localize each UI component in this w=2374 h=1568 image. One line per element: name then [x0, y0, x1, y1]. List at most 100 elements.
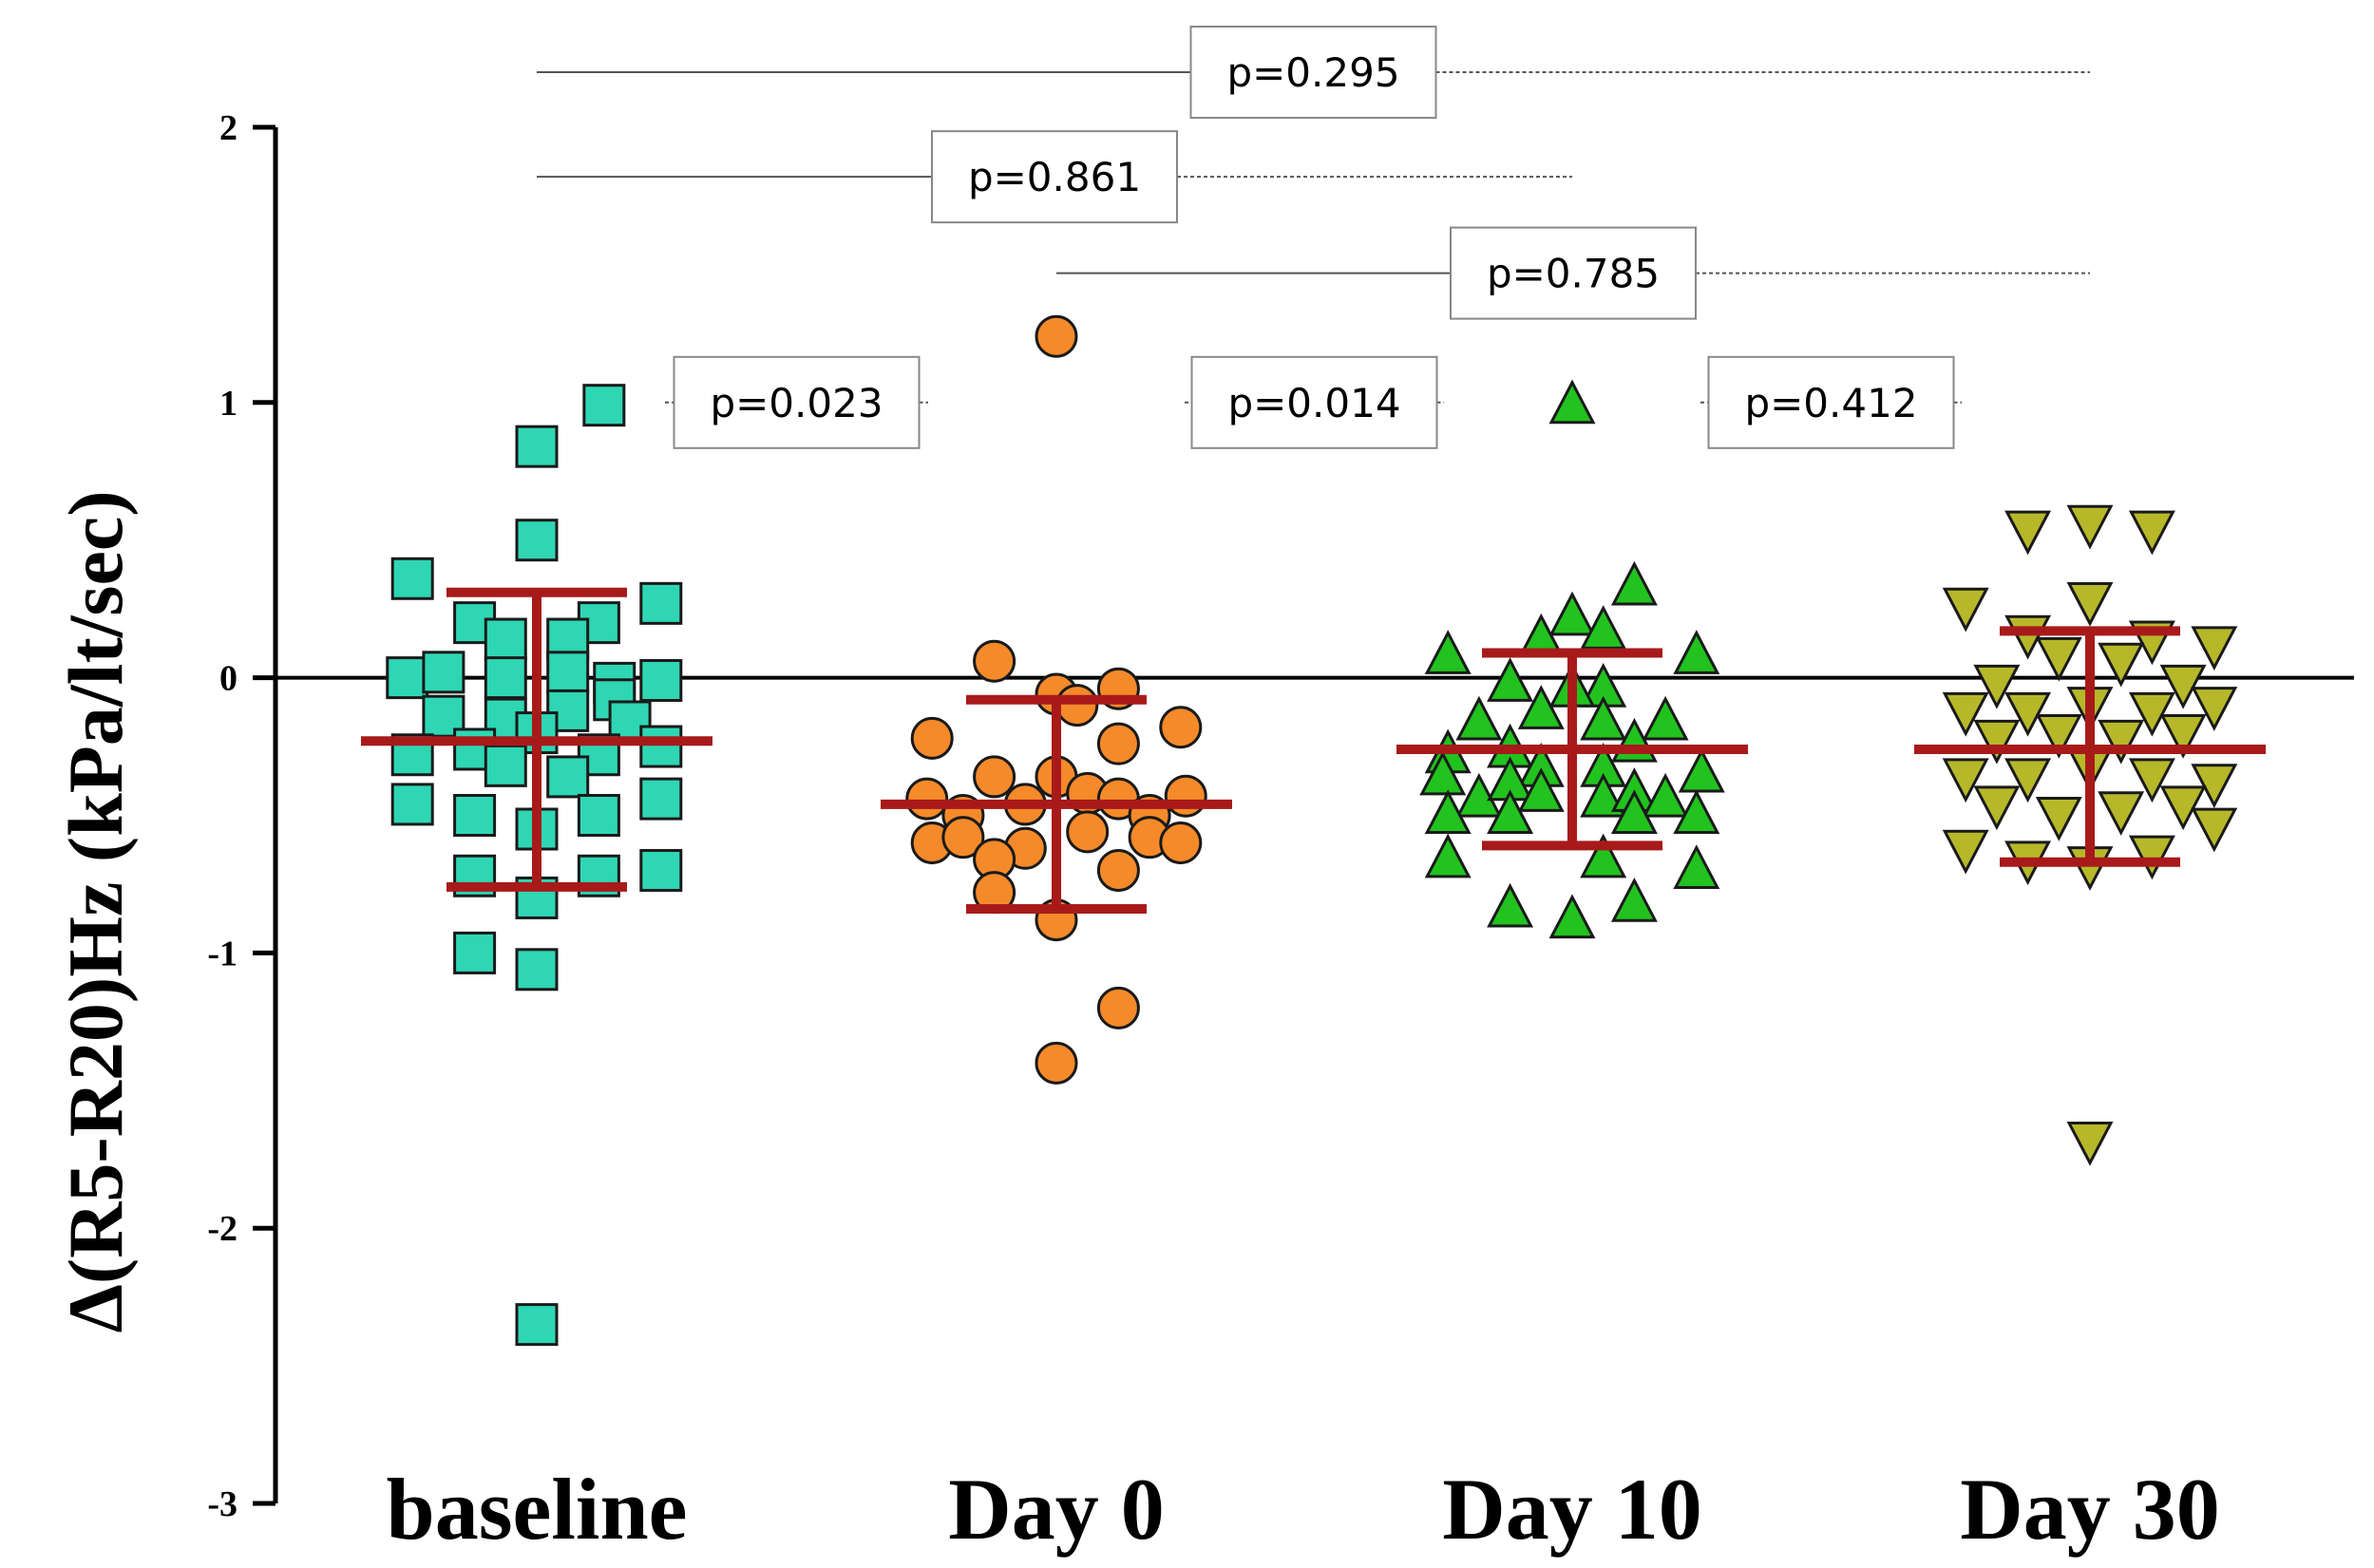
annotation-label-4: p=0.014 [1227, 380, 1400, 426]
point-3-3 [1942, 587, 1989, 633]
annotation-box-5 [1707, 355, 1955, 449]
point-2-27 [1424, 789, 1472, 834]
point-2-34 [1487, 882, 1534, 928]
point-0-36 [453, 931, 497, 974]
point-2-29 [1610, 789, 1658, 834]
point-1-24 [1096, 848, 1140, 892]
point-3-15 [2128, 691, 2175, 737]
point-1-8 [973, 755, 1016, 799]
point-3-21 [1942, 758, 1989, 803]
point-3-26 [1973, 785, 2021, 831]
point-1-22 [1159, 821, 1203, 864]
point-0-24 [639, 725, 683, 768]
point-2-19 [1419, 750, 1467, 796]
error-bars [361, 587, 2266, 915]
annotation-box-1 [931, 130, 1178, 224]
point-0-1 [515, 425, 559, 468]
point-3-29 [2159, 785, 2207, 831]
point-2-16 [1610, 717, 1658, 763]
point-0-11 [484, 656, 527, 700]
point-0-27 [390, 783, 434, 826]
p-value-annotations: p=0.295 p=0.861 p=0.785 p=0.023 p=0.014 p=0.4… [537, 26, 2090, 449]
point-2-11 [1455, 695, 1503, 741]
point-3-2 [2128, 510, 2175, 556]
point-2-7 [1487, 657, 1534, 702]
point-2-23 [1517, 767, 1565, 812]
annotation-box-3 [673, 355, 921, 449]
point-3-9 [2098, 642, 2145, 688]
y-axis-title-group: Δ(R5-R20)Hz (kPa/lt/sec) [52, 490, 139, 1332]
point-2-12 [1580, 695, 1627, 741]
annotation-label-5: p=0.412 [1744, 380, 1917, 426]
point-0-28 [453, 794, 497, 837]
point-2-9 [1517, 685, 1565, 729]
annotation-box-0 [1189, 26, 1437, 120]
point-3-5 [2004, 614, 2052, 660]
annotation-label-0: p=0.295 [1226, 49, 1399, 96]
point-0-25 [484, 744, 527, 787]
point-0-12 [546, 651, 590, 694]
annotation-box-4 [1190, 355, 1438, 449]
point-1-5 [1159, 706, 1203, 749]
point-3-13 [2004, 691, 2052, 737]
x-category-label-3: Day 30 [1960, 1461, 2219, 1558]
point-1-0 [1035, 314, 1078, 358]
point-3-11 [2159, 664, 2207, 709]
point-1-16 [1164, 774, 1207, 818]
point-3-35 [2066, 1121, 2114, 1166]
x-category-label-0: baseline [387, 1461, 688, 1558]
point-3-7 [2191, 626, 2238, 671]
point-3-20 [2159, 714, 2207, 759]
point-2-26 [1642, 772, 1689, 818]
point-2-36 [1610, 878, 1658, 922]
point-3-34 [2191, 807, 2238, 853]
point-0-30 [639, 777, 683, 821]
annotation-box-2 [1450, 226, 1697, 320]
point-0-34 [639, 848, 683, 892]
point-1-18 [941, 816, 985, 860]
point-3-22 [2004, 758, 2052, 803]
point-2-0 [1548, 379, 1596, 425]
point-3-12 [1942, 691, 1989, 737]
point-0-9 [386, 656, 429, 700]
point-2-3 [1580, 605, 1627, 650]
y-tick-label-4: -2 [207, 1209, 237, 1249]
point-3-10 [1973, 664, 2021, 709]
point-0-38 [515, 1303, 559, 1347]
point-3-33 [2128, 835, 2175, 880]
point-1-7 [1096, 722, 1140, 765]
point-2-2 [1548, 591, 1596, 636]
y-tick-label-5: -3 [207, 1484, 237, 1524]
point-0-7 [484, 617, 527, 661]
point-2-30 [1673, 789, 1720, 834]
annotation-label-2: p=0.785 [1487, 251, 1660, 297]
point-0-29 [577, 794, 620, 837]
point-1-28 [1035, 1041, 1078, 1085]
x-axis-labels: baseline Day 0 Day 10 Day 30 [387, 1461, 2220, 1558]
point-0-10 [422, 651, 465, 694]
x-category-label-2: Day 10 [1442, 1461, 1701, 1558]
point-2-31 [1424, 833, 1472, 878]
point-1-4 [1055, 684, 1099, 727]
data-points [386, 314, 2238, 1347]
point-3-18 [2035, 714, 2082, 759]
point-2-33 [1673, 844, 1720, 889]
point-3-1 [2066, 504, 2114, 550]
point-3-24 [2128, 758, 2175, 803]
point-0-14 [639, 658, 683, 702]
point-3-27 [2035, 797, 2082, 841]
point-1-6 [910, 716, 954, 760]
point-3-16 [2191, 687, 2238, 731]
y-tick-label-2: 0 [219, 659, 237, 699]
y-tick-label-3: -1 [207, 934, 237, 973]
point-3-4 [2066, 581, 2114, 627]
point-1-1 [973, 639, 1016, 683]
point-3-19 [2098, 719, 2145, 765]
point-2-6 [1673, 630, 1720, 674]
point-3-25 [2191, 764, 2238, 808]
point-0-2 [515, 519, 559, 562]
point-2-24 [1580, 772, 1627, 818]
x-category-label-1: Day 0 [948, 1461, 1164, 1558]
y-tick-label-0: 2 [219, 108, 237, 148]
